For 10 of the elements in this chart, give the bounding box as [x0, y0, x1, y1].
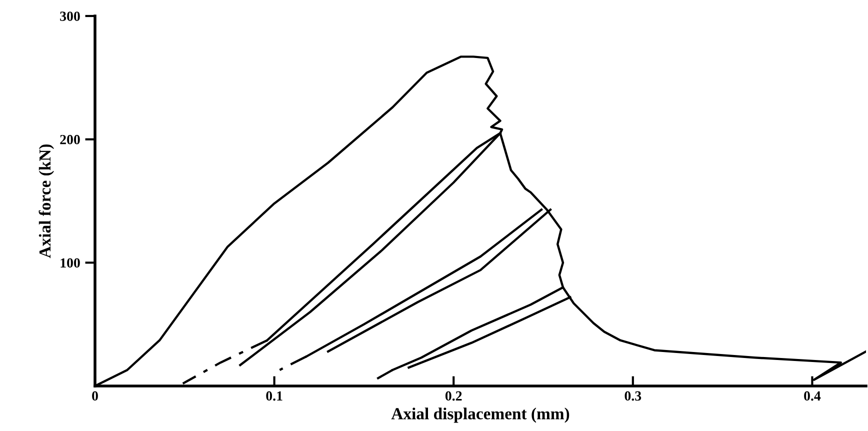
x-tick-label: 0.3 — [624, 391, 642, 401]
x-tick-label: 0.4 — [804, 391, 821, 401]
x-axis-title: Axial displacement (mm) — [391, 408, 570, 423]
y-tick-label: 200 — [60, 134, 80, 144]
x-tick-label: 0.2 — [445, 391, 462, 401]
y-axis-title: Axial force (kN) — [38, 144, 54, 258]
x-tick-label: 0.1 — [266, 391, 282, 401]
y-tick-label: 300 — [60, 12, 80, 21]
y-tick-label: 100 — [60, 258, 80, 268]
x-tick-label: 0 — [92, 391, 98, 401]
